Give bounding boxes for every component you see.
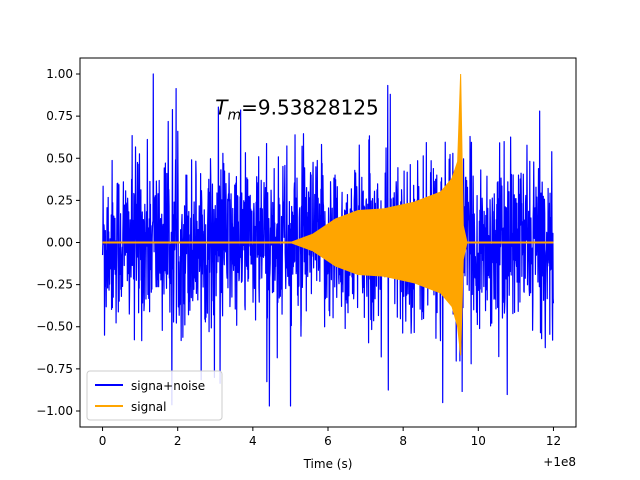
y-tick-label: 0.50 bbox=[46, 151, 73, 165]
y-tick-label: −1.00 bbox=[36, 404, 73, 418]
series-line-signal-noise bbox=[101, 73, 555, 407]
x-tick-label: 8 bbox=[399, 434, 407, 448]
tm-symbol: T bbox=[215, 96, 229, 120]
series-layer bbox=[101, 73, 555, 407]
y-tick-label: 0.25 bbox=[46, 193, 73, 207]
tm-subscript: m bbox=[227, 108, 241, 124]
x-tick-label: 6 bbox=[324, 434, 332, 448]
x-tick-label: 10 bbox=[471, 434, 486, 448]
legend-label-signal: signal bbox=[131, 400, 167, 414]
y-tick-label: −0.25 bbox=[36, 278, 73, 292]
x-tick-label: 0 bbox=[99, 434, 107, 448]
y-tick-label: 0.75 bbox=[46, 109, 73, 123]
x-axis-label: Time (s) bbox=[303, 457, 353, 471]
x-axis: 0 2 4 6 8 10 12 bbox=[99, 427, 561, 448]
tm-value: =9.53828125 bbox=[241, 96, 379, 120]
legend-box bbox=[86, 370, 223, 421]
tm-annotation: Tm=9.53828125 bbox=[215, 96, 378, 124]
y-tick-label: 0.00 bbox=[46, 236, 73, 250]
x-tick-label: 12 bbox=[546, 434, 561, 448]
legend: signa+noise signal bbox=[86, 370, 223, 421]
y-tick-label: −0.75 bbox=[36, 362, 73, 376]
y-tick-label: −0.50 bbox=[36, 320, 73, 334]
y-axis: −1.00 −0.75 −0.50 −0.25 0.00 0.25 0.50 0.75 1.00 bbox=[36, 67, 80, 418]
series-area-signal bbox=[102, 73, 554, 356]
x-tick-label: 2 bbox=[174, 434, 182, 448]
x-tick-label: 4 bbox=[249, 434, 257, 448]
legend-label-signal-noise: signa+noise bbox=[131, 379, 205, 393]
tm-annotation-text: Tm=9.53828125 bbox=[215, 96, 378, 124]
x-offset-label: +1e8 bbox=[543, 455, 576, 469]
y-tick-label: 1.00 bbox=[46, 67, 73, 81]
